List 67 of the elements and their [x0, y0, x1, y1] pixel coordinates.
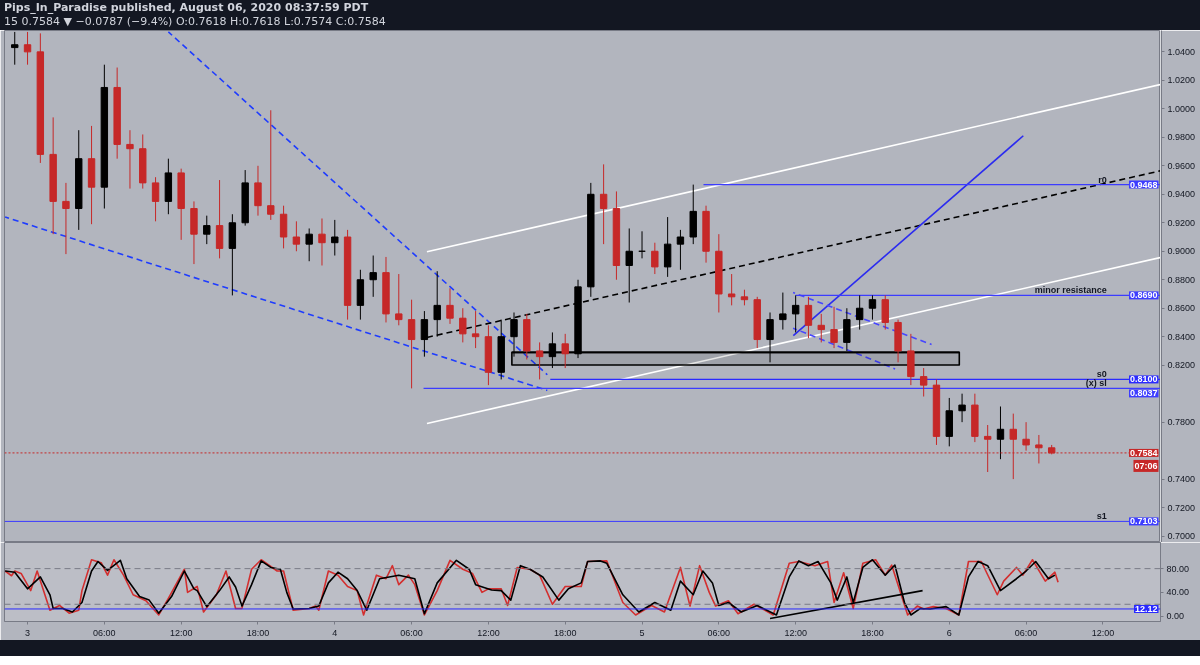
annotation: 07:06	[1134, 460, 1158, 471]
annotation: 0.8690	[1129, 290, 1158, 301]
x-tick-label: 5	[639, 627, 645, 638]
x-tick-label: 4	[332, 627, 338, 638]
y-tick-label: 0.00	[1166, 611, 1185, 622]
y-tick-label: 80.00	[1166, 563, 1190, 574]
annotation: 0.8037	[1129, 388, 1158, 399]
candlestick	[471, 310, 480, 349]
y-tick-label: 0.7200	[1167, 502, 1196, 513]
x-tick-label: 06:00	[707, 627, 731, 638]
candlestick	[599, 163, 608, 245]
y-tick-label: 0.8400	[1167, 331, 1196, 342]
candlestick	[407, 299, 416, 389]
y-tick-label: 0.7400	[1167, 474, 1196, 485]
y-tick-label: 1.0000	[1167, 103, 1196, 114]
ref-line-label: s1	[1096, 511, 1107, 522]
y-tick-label: 0.7800	[1167, 417, 1196, 428]
annotation: 0.7103	[1129, 516, 1158, 527]
y-tick-label: 0.8800	[1167, 274, 1196, 285]
candlestick	[791, 294, 800, 333]
annotation: 0.8100	[1129, 374, 1158, 385]
candlestick	[279, 205, 288, 249]
y-tick-label: 0.8200	[1167, 360, 1196, 371]
annotation: 0.9468	[1129, 179, 1158, 190]
x-tick-label: 06:00	[400, 627, 423, 638]
annotation: 12.12	[1134, 603, 1158, 614]
y-tick-label: 0.9600	[1167, 160, 1196, 171]
x-tick-label: 12:00	[169, 627, 193, 638]
y-tick-label: 1.0200	[1167, 75, 1196, 86]
series-label: minor resistance	[1034, 285, 1107, 296]
candlestick	[919, 367, 928, 398]
annotation: 0.7584	[1129, 447, 1158, 458]
candlestick	[215, 179, 224, 259]
x-tick-label: 12:00	[784, 627, 807, 638]
candlestick	[727, 273, 736, 306]
chart-title: Pips_In_Paradise published, August 06, 2020 08:37:59 PDT	[4, 1, 370, 15]
candlestick	[663, 216, 672, 278]
series-label: (x) sl	[1085, 378, 1107, 389]
y-tick-label: 0.8600	[1167, 303, 1196, 314]
candlestick	[535, 341, 544, 380]
y-tick-label: 0.9800	[1167, 132, 1196, 143]
x-tick-label: 18:00	[861, 627, 884, 638]
x-tick-label: 3	[25, 627, 31, 638]
y-tick-label: 1.0400	[1167, 46, 1196, 57]
series-label: r0	[1098, 174, 1107, 185]
candlestick	[804, 296, 813, 339]
x-tick-label: 12:00	[1091, 627, 1115, 638]
candlestick	[292, 220, 301, 252]
candlestick	[23, 31, 32, 66]
chart-subtitle: 15 0.7584 ▼ −0.0787 (−9.4%) O:0.7618 H:0.7618 L:0.7574 C:0.7584	[4, 15, 386, 29]
candlestick	[676, 229, 685, 271]
candlestick	[996, 405, 1005, 460]
candlestick	[855, 294, 864, 331]
y-tick-label: 0.7000	[1167, 531, 1196, 542]
x-tick-label: 06:00	[93, 627, 116, 638]
series-label: s0	[1096, 369, 1107, 380]
y-tick-label: 0.9000	[1167, 246, 1196, 257]
x-tick-label: 12:00	[477, 627, 500, 638]
x-tick-label: 18:00	[246, 627, 270, 638]
y-tick-label: 0.9400	[1167, 189, 1196, 200]
x-tick-label: 6	[946, 627, 952, 638]
x-tick-label: 18:00	[553, 627, 577, 638]
y-tick-label: 40.00	[1166, 587, 1190, 598]
y-tick-label: 0.9200	[1167, 217, 1196, 228]
candlestick	[151, 176, 160, 222]
x-tick-label: 06:00	[1014, 627, 1038, 638]
candlestick	[868, 294, 877, 321]
